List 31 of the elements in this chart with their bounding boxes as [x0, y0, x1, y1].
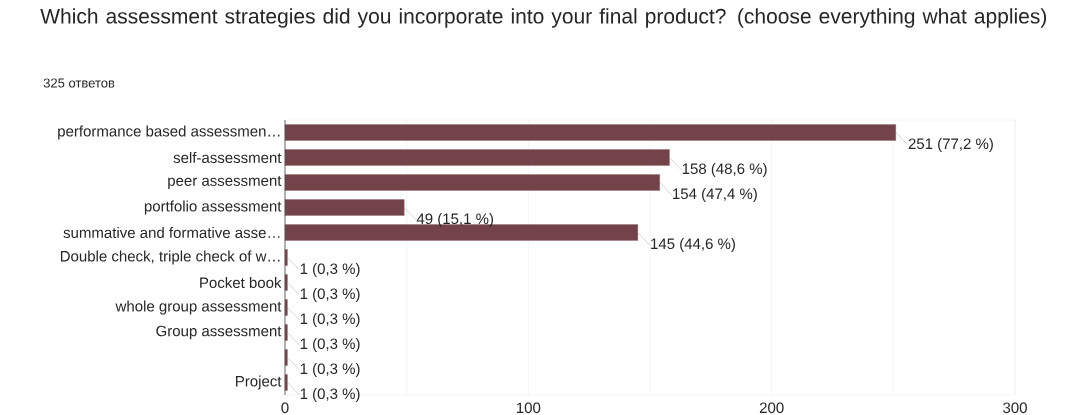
y-tick-label: self-assessment [173, 151, 282, 163]
x-tick-label: 300 [1003, 402, 1027, 414]
bar [284, 149, 670, 166]
data-label: 1 (0,3 %) [300, 263, 360, 277]
bar [284, 124, 896, 141]
data-label: 1 (0,3 %) [300, 338, 360, 352]
data-label: 145 (44,6 %) [651, 238, 735, 252]
data-label: 154 (47,4 %) [673, 188, 757, 202]
data-label: 1 (0,3 %) [300, 363, 360, 377]
y-tick-label: Pocket book [200, 276, 282, 288]
y-tick-label: whole group assessment [115, 300, 282, 315]
x-tick-label: 0 [281, 402, 289, 414]
y-tick-label: Double check, triple check of w… [60, 250, 280, 265]
y-tick-label: summative and formative asse… [63, 226, 280, 238]
data-label: 49 (15,1 %) [416, 213, 494, 227]
y-tick-label: Group assessment [156, 325, 282, 340]
y-tick-label: portfolio assessment [144, 200, 282, 215]
x-tick-label: 100 [516, 402, 541, 414]
chart-title: Which assessment strategies did you incorporate into your final product? (choose everything what applies) [40, 8, 1047, 28]
data-label: 1 (0,3 %) [300, 313, 360, 327]
y-tick-label: performance based assessmen… [58, 125, 280, 140]
y-tick-label: Project [236, 375, 282, 390]
y-tick-label: peer assessment [168, 176, 282, 189]
data-label: 1 (0,3 %) [300, 288, 360, 302]
data-label: 158 (48,6 %) [682, 163, 767, 177]
x-tick-label: 200 [759, 402, 784, 414]
data-label: 251 (77,2 %) [908, 138, 993, 152]
bar [284, 174, 660, 191]
bar [284, 199, 405, 216]
data-label: 1 (0,3 %) [300, 388, 360, 402]
text: 325 ответов [43, 78, 115, 88]
